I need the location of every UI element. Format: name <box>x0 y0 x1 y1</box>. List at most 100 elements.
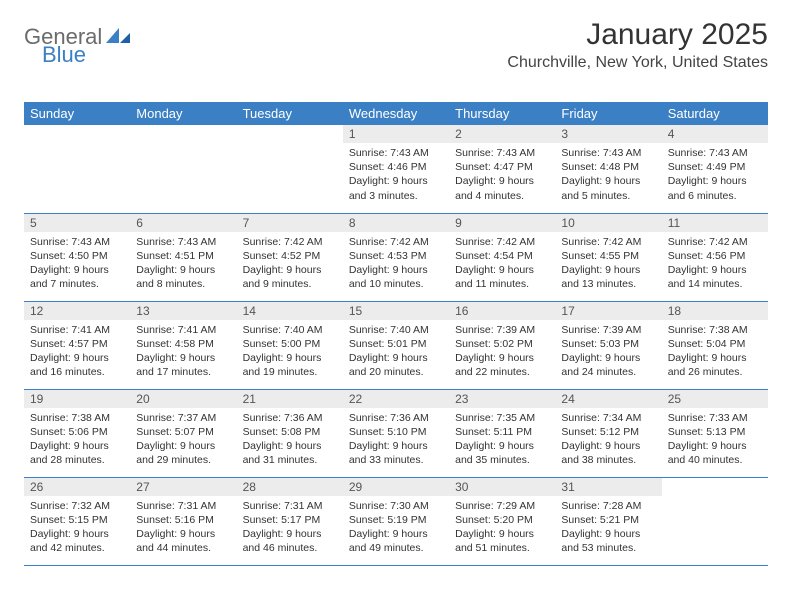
location-text: Churchville, New York, United States <box>507 54 768 72</box>
day-cell: 31Sunrise: 7:28 AMSunset: 5:21 PMDayligh… <box>555 477 661 565</box>
day-details: Sunrise: 7:29 AMSunset: 5:20 PMDaylight:… <box>449 496 555 558</box>
logo-text-blue: Blue <box>42 42 86 67</box>
day-details: Sunrise: 7:43 AMSunset: 4:48 PMDaylight:… <box>555 143 661 205</box>
daylight-text: Daylight: 9 hours and 49 minutes. <box>349 527 443 555</box>
sunset-text: Sunset: 4:53 PM <box>349 249 443 263</box>
day-number: 13 <box>130 302 236 320</box>
day-cell: 3Sunrise: 7:43 AMSunset: 4:48 PMDaylight… <box>555 125 661 213</box>
day-cell: 23Sunrise: 7:35 AMSunset: 5:11 PMDayligh… <box>449 389 555 477</box>
week-row: 5Sunrise: 7:43 AMSunset: 4:50 PMDaylight… <box>24 213 768 301</box>
day-details: Sunrise: 7:41 AMSunset: 4:57 PMDaylight:… <box>24 320 130 382</box>
day-details: Sunrise: 7:36 AMSunset: 5:08 PMDaylight:… <box>237 408 343 470</box>
day-details: Sunrise: 7:37 AMSunset: 5:07 PMDaylight:… <box>130 408 236 470</box>
daylight-text: Daylight: 9 hours and 13 minutes. <box>561 263 655 291</box>
day-header: Saturday <box>662 102 768 125</box>
day-details: Sunrise: 7:32 AMSunset: 5:15 PMDaylight:… <box>24 496 130 558</box>
logo-text-blue-wrap: Blue <box>42 42 86 68</box>
sunset-text: Sunset: 5:17 PM <box>243 513 337 527</box>
sunset-text: Sunset: 5:06 PM <box>30 425 124 439</box>
sunset-text: Sunset: 5:19 PM <box>349 513 443 527</box>
daylight-text: Daylight: 9 hours and 31 minutes. <box>243 439 337 467</box>
day-cell: 12Sunrise: 7:41 AMSunset: 4:57 PMDayligh… <box>24 301 130 389</box>
sunset-text: Sunset: 4:49 PM <box>668 160 762 174</box>
daylight-text: Daylight: 9 hours and 6 minutes. <box>668 174 762 202</box>
day-details: Sunrise: 7:42 AMSunset: 4:53 PMDaylight:… <box>343 232 449 294</box>
day-number: 5 <box>24 214 130 232</box>
day-number: 7 <box>237 214 343 232</box>
day-cell: 19Sunrise: 7:38 AMSunset: 5:06 PMDayligh… <box>24 389 130 477</box>
day-details: Sunrise: 7:36 AMSunset: 5:10 PMDaylight:… <box>343 408 449 470</box>
week-row: 19Sunrise: 7:38 AMSunset: 5:06 PMDayligh… <box>24 389 768 477</box>
day-details: Sunrise: 7:40 AMSunset: 5:01 PMDaylight:… <box>343 320 449 382</box>
sunrise-text: Sunrise: 7:40 AM <box>349 323 443 337</box>
daylight-text: Daylight: 9 hours and 9 minutes. <box>243 263 337 291</box>
day-cell: 11Sunrise: 7:42 AMSunset: 4:56 PMDayligh… <box>662 213 768 301</box>
day-number: 6 <box>130 214 236 232</box>
sunset-text: Sunset: 4:54 PM <box>455 249 549 263</box>
day-number: 8 <box>343 214 449 232</box>
day-number: 31 <box>555 478 661 496</box>
day-cell <box>130 125 236 213</box>
sunrise-text: Sunrise: 7:41 AM <box>30 323 124 337</box>
sunset-text: Sunset: 5:15 PM <box>30 513 124 527</box>
day-number: 11 <box>662 214 768 232</box>
sunrise-text: Sunrise: 7:43 AM <box>455 146 549 160</box>
week-row: 1Sunrise: 7:43 AMSunset: 4:46 PMDaylight… <box>24 125 768 213</box>
day-details: Sunrise: 7:34 AMSunset: 5:12 PMDaylight:… <box>555 408 661 470</box>
day-number <box>130 125 236 129</box>
day-details: Sunrise: 7:42 AMSunset: 4:56 PMDaylight:… <box>662 232 768 294</box>
day-header: Friday <box>555 102 661 125</box>
sunrise-text: Sunrise: 7:29 AM <box>455 499 549 513</box>
day-cell: 16Sunrise: 7:39 AMSunset: 5:02 PMDayligh… <box>449 301 555 389</box>
daylight-text: Daylight: 9 hours and 24 minutes. <box>561 351 655 379</box>
day-cell: 21Sunrise: 7:36 AMSunset: 5:08 PMDayligh… <box>237 389 343 477</box>
daylight-text: Daylight: 9 hours and 22 minutes. <box>455 351 549 379</box>
day-number <box>662 478 768 482</box>
sunset-text: Sunset: 5:02 PM <box>455 337 549 351</box>
daylight-text: Daylight: 9 hours and 3 minutes. <box>349 174 443 202</box>
day-number: 22 <box>343 390 449 408</box>
day-header: Sunday <box>24 102 130 125</box>
day-details: Sunrise: 7:43 AMSunset: 4:46 PMDaylight:… <box>343 143 449 205</box>
day-cell: 4Sunrise: 7:43 AMSunset: 4:49 PMDaylight… <box>662 125 768 213</box>
day-details: Sunrise: 7:38 AMSunset: 5:06 PMDaylight:… <box>24 408 130 470</box>
day-cell: 18Sunrise: 7:38 AMSunset: 5:04 PMDayligh… <box>662 301 768 389</box>
sunrise-text: Sunrise: 7:39 AM <box>455 323 549 337</box>
day-cell: 24Sunrise: 7:34 AMSunset: 5:12 PMDayligh… <box>555 389 661 477</box>
day-header: Tuesday <box>237 102 343 125</box>
calendar-table: Sunday Monday Tuesday Wednesday Thursday… <box>24 102 768 566</box>
sunset-text: Sunset: 5:08 PM <box>243 425 337 439</box>
day-header: Monday <box>130 102 236 125</box>
calendar-head: Sunday Monday Tuesday Wednesday Thursday… <box>24 102 768 125</box>
daylight-text: Daylight: 9 hours and 42 minutes. <box>30 527 124 555</box>
sunrise-text: Sunrise: 7:32 AM <box>30 499 124 513</box>
daylight-text: Daylight: 9 hours and 44 minutes. <box>136 527 230 555</box>
day-number: 27 <box>130 478 236 496</box>
sunset-text: Sunset: 5:11 PM <box>455 425 549 439</box>
daylight-text: Daylight: 9 hours and 51 minutes. <box>455 527 549 555</box>
daylight-text: Daylight: 9 hours and 26 minutes. <box>668 351 762 379</box>
day-details: Sunrise: 7:41 AMSunset: 4:58 PMDaylight:… <box>130 320 236 382</box>
day-header: Thursday <box>449 102 555 125</box>
sunset-text: Sunset: 4:57 PM <box>30 337 124 351</box>
daylight-text: Daylight: 9 hours and 5 minutes. <box>561 174 655 202</box>
day-details: Sunrise: 7:42 AMSunset: 4:52 PMDaylight:… <box>237 232 343 294</box>
day-cell: 9Sunrise: 7:42 AMSunset: 4:54 PMDaylight… <box>449 213 555 301</box>
day-cell: 10Sunrise: 7:42 AMSunset: 4:55 PMDayligh… <box>555 213 661 301</box>
sunrise-text: Sunrise: 7:31 AM <box>136 499 230 513</box>
day-number: 25 <box>662 390 768 408</box>
daylight-text: Daylight: 9 hours and 17 minutes. <box>136 351 230 379</box>
week-row: 12Sunrise: 7:41 AMSunset: 4:57 PMDayligh… <box>24 301 768 389</box>
sunset-text: Sunset: 4:46 PM <box>349 160 443 174</box>
sunset-text: Sunset: 5:21 PM <box>561 513 655 527</box>
day-details: Sunrise: 7:42 AMSunset: 4:55 PMDaylight:… <box>555 232 661 294</box>
sunset-text: Sunset: 4:48 PM <box>561 160 655 174</box>
daylight-text: Daylight: 9 hours and 53 minutes. <box>561 527 655 555</box>
sunrise-text: Sunrise: 7:36 AM <box>243 411 337 425</box>
day-cell <box>24 125 130 213</box>
sunrise-text: Sunrise: 7:43 AM <box>668 146 762 160</box>
sunrise-text: Sunrise: 7:43 AM <box>30 235 124 249</box>
day-cell: 20Sunrise: 7:37 AMSunset: 5:07 PMDayligh… <box>130 389 236 477</box>
sunrise-text: Sunrise: 7:34 AM <box>561 411 655 425</box>
sunset-text: Sunset: 5:01 PM <box>349 337 443 351</box>
